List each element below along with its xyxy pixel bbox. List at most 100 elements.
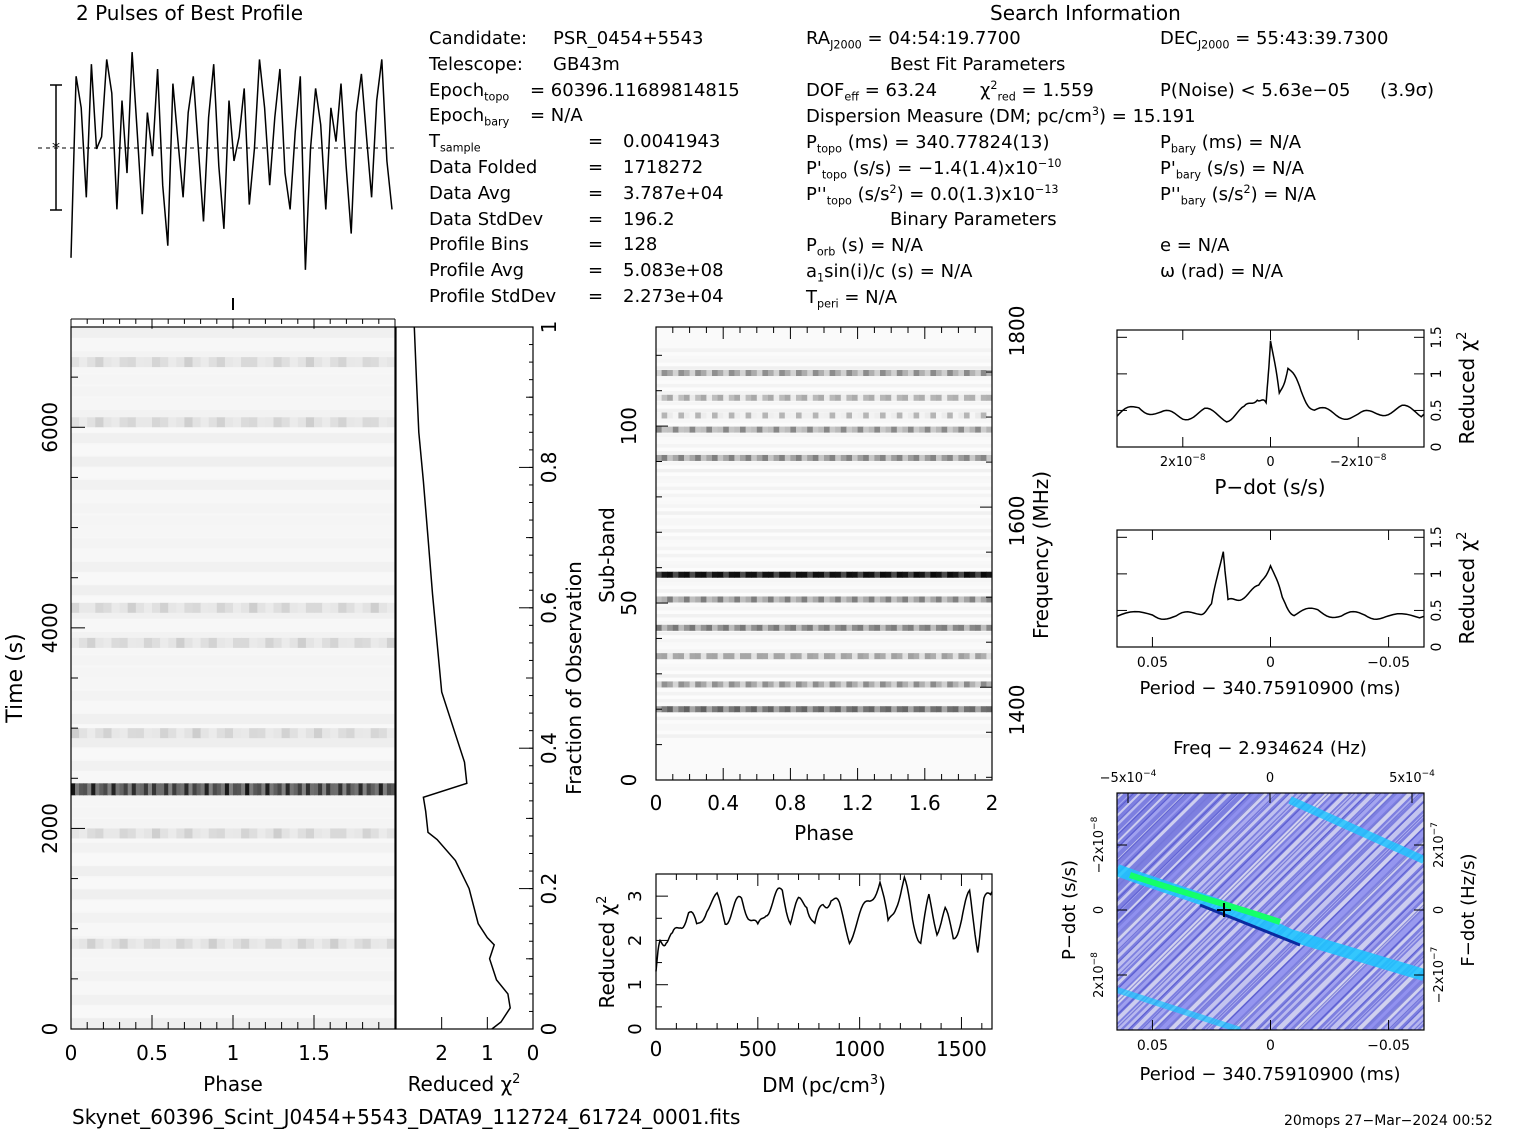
heatmap-cell [168, 602, 177, 613]
heatmap-row [656, 351, 992, 356]
heatmap-cell [152, 938, 161, 949]
heatmap-cell [908, 412, 915, 419]
dec-entry: DECJ2000 = 55:43:39.7300 [1160, 28, 1389, 52]
heatmap-cell [885, 624, 892, 631]
heatmap-row [71, 491, 395, 502]
heatmap-cell [249, 783, 254, 796]
heatmap-cell [740, 394, 747, 401]
heatmap-row [656, 588, 992, 593]
heatmap-cell [346, 938, 355, 949]
heatmap-cell [723, 706, 730, 713]
heatmap-cell [261, 783, 266, 796]
heatmap-cell [835, 706, 842, 713]
heatmap-cell [734, 706, 741, 713]
heatmap-cell [678, 681, 685, 688]
heatmap-cell [969, 653, 976, 660]
heatmap-cell [824, 596, 831, 603]
heatmap-cell [330, 357, 339, 368]
heatmap-cell [930, 454, 937, 461]
heatmap-cell [840, 370, 847, 377]
heatmap-cell [824, 624, 831, 631]
heatmap-cell [119, 417, 129, 428]
y-tick-label: 4000 [38, 602, 62, 653]
heatmap-streak [1117, 793, 1277, 953]
heatmap-cell [79, 938, 88, 949]
heatmap-streak [1117, 793, 1240, 915]
heatmap-cell [143, 602, 153, 613]
heatmap-cell [930, 370, 937, 377]
heatmap-cell [947, 624, 954, 631]
heatmap-cell [152, 637, 161, 648]
heatmap-streak [1117, 793, 1286, 961]
heatmap-cell [846, 412, 853, 419]
heatmap-cell [835, 412, 842, 419]
heatmap-row [71, 772, 395, 783]
heatmap-row [656, 659, 992, 664]
period-frame [1116, 529, 1425, 648]
heatmap-cell [184, 357, 193, 368]
heatmap-row [71, 456, 395, 467]
heatmap-cell [661, 412, 668, 419]
dof-entry: DOFeff = 63.24 [806, 80, 938, 104]
heatmap-cell [852, 706, 859, 713]
period-line [1116, 551, 1425, 621]
heatmap-streak [1117, 793, 1159, 835]
heatmap-row [71, 667, 395, 678]
chi2-frac-line [413, 326, 511, 1030]
heatmap-cell [840, 454, 847, 461]
heatmap-cell [111, 783, 117, 796]
heatmap-row [71, 702, 395, 713]
heatmap-cell [936, 426, 943, 433]
heatmap-cell [829, 370, 836, 377]
heatmap-row [656, 730, 992, 735]
heatmap-cell [71, 938, 80, 949]
heatmap-row [656, 521, 992, 526]
heatmap-cell [941, 394, 948, 401]
info-equals: = [588, 182, 604, 204]
x-tick-label: 1 [481, 1041, 494, 1065]
pdbary-entry: P'bary (s/s) = N/A [1160, 158, 1304, 182]
heatmap-cell [265, 938, 274, 949]
info-equals: = [588, 234, 604, 256]
heatmap-cell [87, 938, 96, 949]
heatmap-cell [330, 602, 339, 613]
heatmap-row [656, 553, 992, 558]
heatmap-cell [79, 357, 88, 368]
heatmap-cell [346, 783, 351, 796]
heatmap-row [656, 539, 992, 544]
heatmap-cell [829, 706, 836, 713]
heatmap-cell [902, 412, 909, 419]
heatmap-cell [111, 357, 121, 368]
heatmap-cell [127, 602, 137, 613]
heatmap-row [71, 374, 395, 385]
heatmap-cell [885, 706, 892, 713]
heatmap-cell [745, 394, 752, 401]
y2-tick-label: 1400 [1005, 685, 1029, 736]
heatmap-row [656, 376, 992, 381]
heatmap-cell [751, 454, 758, 461]
heatmap-cell [891, 426, 898, 433]
heatmap-cell [796, 394, 803, 401]
heatmap-cell [756, 571, 763, 578]
heatmap-cell [305, 828, 315, 839]
heatmap-cell [656, 426, 663, 433]
heatmap-row [656, 613, 992, 618]
heatmap-cell [784, 596, 791, 603]
heatmap-cell [975, 624, 982, 631]
y-tick-label: 0.2 [537, 873, 561, 905]
heatmap-cell [386, 728, 396, 739]
heatmap-cell [164, 783, 169, 796]
heatmap-cell [684, 624, 691, 631]
heatmap-cell [249, 417, 258, 428]
heatmap-cell [338, 828, 347, 839]
heatmap-cell [728, 412, 735, 419]
heatmap-cell [176, 417, 185, 428]
heatmap-streak [1276, 882, 1424, 1030]
heatmap-cell [885, 653, 892, 660]
heatmap-cell [852, 571, 859, 578]
heatmap-cell [913, 571, 920, 578]
heatmap-cell [678, 571, 685, 578]
heatmap-cell [896, 596, 903, 603]
heatmap-row [656, 719, 992, 724]
heatmap-cell [87, 357, 96, 368]
